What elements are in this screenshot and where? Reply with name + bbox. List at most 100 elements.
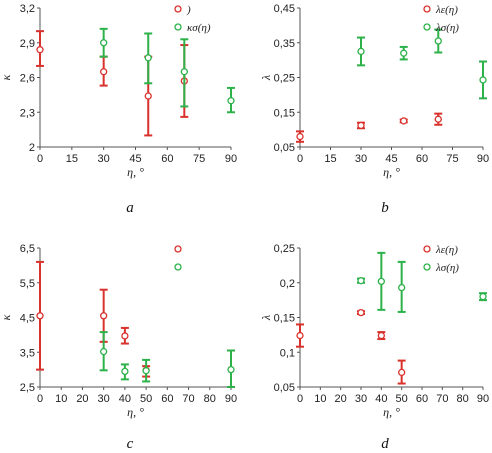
x-axis-label-d: η, ° <box>383 405 400 419</box>
y-tick-label-a: 3,2 <box>20 3 35 15</box>
x-tick-label-a: 60 <box>161 153 173 165</box>
y-tick-label-c: 3,5 <box>20 347 35 359</box>
y-tick-label-d: 0,05 <box>274 382 295 394</box>
data-point-c <box>121 367 129 376</box>
data-point-b <box>357 121 365 130</box>
x-tick-label-c: 10 <box>55 393 67 405</box>
x-tick-label-b: 0 <box>297 153 303 165</box>
y-axis-label-d: λ <box>259 315 273 321</box>
legend-marker-b <box>423 5 431 13</box>
legend-label-d: λσ(η) <box>435 262 459 274</box>
y-tick-label-d: 0,1 <box>280 347 295 359</box>
data-point-a <box>100 39 108 47</box>
y-tick-label-d: 0,2 <box>280 278 295 290</box>
y-tick-label-b: 0,25 <box>274 73 295 85</box>
x-tick-label-a: 75 <box>193 153 205 165</box>
y-tick-label-d: 0,25 <box>274 243 295 255</box>
x-tick-label-b: 15 <box>324 153 336 165</box>
y-tick-label-c: 6,5 <box>20 243 35 255</box>
data-point-a <box>144 92 152 100</box>
data-point-a <box>227 97 235 105</box>
panel-label-d: d <box>381 436 389 452</box>
x-tick-label-c: 80 <box>204 393 216 405</box>
data-point-c <box>36 312 44 320</box>
data-point-a <box>144 54 152 62</box>
x-tick-label-c: 60 <box>161 393 173 405</box>
x-tick-label-d: 60 <box>416 393 428 405</box>
panel-label-a: a <box>126 200 134 216</box>
data-point-b <box>400 117 408 125</box>
x-tick-label-d: 90 <box>477 393 489 405</box>
x-tick-label-d: 40 <box>375 393 387 405</box>
y-tick-label-c: 5,5 <box>20 278 35 290</box>
x-tick-label-d: 80 <box>457 393 469 405</box>
data-point-d <box>398 368 406 377</box>
legend-marker-c <box>174 263 182 271</box>
y-tick-label-c: 2,5 <box>20 382 35 394</box>
x-tick-label-c: 30 <box>98 393 110 405</box>
x-tick-label-a: 30 <box>98 153 110 165</box>
x-tick-label-b: 45 <box>385 153 397 165</box>
x-tick-label-a: 15 <box>66 153 78 165</box>
y-tick-label-b: 0,45 <box>274 3 295 15</box>
y-tick-label-a: 2,9 <box>20 38 35 50</box>
data-point-c <box>142 367 150 375</box>
legend-label-b: λε(η) <box>435 4 458 16</box>
x-axis-label-c: η, ° <box>127 405 144 419</box>
legend-label-b: λσ(η) <box>435 22 459 34</box>
x-axis-label-a: η, ° <box>127 165 144 179</box>
panel-label-b: b <box>381 200 389 216</box>
x-tick-label-b: 60 <box>416 153 428 165</box>
x-tick-label-d: 20 <box>335 393 347 405</box>
y-tick-label-a: 2,6 <box>20 73 35 85</box>
x-tick-label-d: 0 <box>297 393 303 405</box>
x-tick-label-c: 90 <box>225 393 237 405</box>
data-point-b <box>400 49 408 57</box>
data-point-a <box>36 46 44 54</box>
data-point-d <box>479 292 487 301</box>
data-point-d <box>377 331 385 340</box>
data-point-a <box>180 68 188 76</box>
data-point-a <box>100 68 108 76</box>
y-tick-label-b: 0,35 <box>274 38 295 50</box>
x-tick-label-d: 50 <box>396 393 408 405</box>
legend-label-a: ) <box>186 4 191 16</box>
data-point-d <box>296 331 304 340</box>
data-point-d <box>357 277 365 285</box>
x-tick-label-c: 0 <box>37 393 43 405</box>
y-tick-label-b: 0,15 <box>274 107 295 119</box>
x-tick-label-a: 45 <box>129 153 141 165</box>
y-tick-label-d: 0,15 <box>274 313 295 325</box>
x-tick-label-b: 75 <box>446 153 458 165</box>
y-axis-label-b: λ <box>259 75 273 81</box>
x-tick-label-c: 40 <box>119 393 131 405</box>
legend-marker-a <box>174 5 182 13</box>
x-axis-label-b: η, ° <box>383 165 400 179</box>
data-point-b <box>479 76 487 84</box>
data-point-c <box>227 365 235 374</box>
y-tick-label-b: 0,05 <box>274 142 295 154</box>
data-point-d <box>398 283 406 292</box>
data-point-d <box>377 277 385 286</box>
x-tick-label-c: 20 <box>76 393 88 405</box>
x-tick-label-c: 50 <box>140 393 152 405</box>
x-tick-label-a: 0 <box>37 153 43 165</box>
legend-marker-b <box>423 23 431 31</box>
x-tick-label-d: 10 <box>314 393 326 405</box>
y-axis-label-a: κ <box>0 74 13 80</box>
legend-marker-d <box>423 245 431 253</box>
legend-marker-c <box>174 245 182 253</box>
x-tick-label-d: 70 <box>436 393 448 405</box>
panel-label-c: c <box>127 436 134 452</box>
y-axis-label-c: κ <box>0 314 13 320</box>
legend-marker-d <box>423 263 431 271</box>
data-point-c <box>100 312 108 320</box>
y-tick-label-a: 2 <box>29 142 35 154</box>
y-tick-label-a: 2,3 <box>20 107 35 119</box>
data-point-b <box>434 115 442 123</box>
legend-label-a: κσ(η) <box>187 22 211 34</box>
data-point-c <box>100 347 108 356</box>
data-point-b <box>357 47 365 56</box>
x-tick-label-c: 70 <box>182 393 194 405</box>
